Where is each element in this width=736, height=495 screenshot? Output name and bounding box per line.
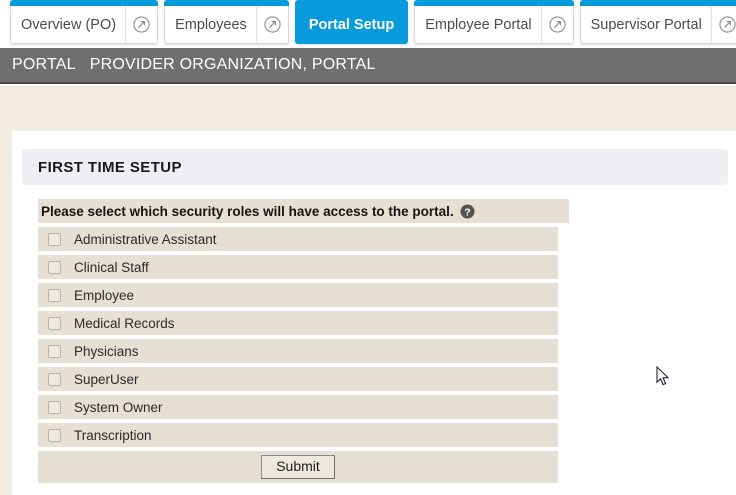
prompt-label: Please select which security roles will … <box>41 203 454 219</box>
role-label: Employee <box>74 287 135 303</box>
role-checkbox[interactable] <box>48 316 61 330</box>
page-title: FIRST TIME SETUP <box>38 158 182 176</box>
context-bar: PORTAL PROVIDER ORGANIZATION, PORTAL <box>0 48 736 84</box>
role-checkbox[interactable] <box>48 288 61 302</box>
role-row-medical-records[interactable]: Medical Records <box>38 311 558 335</box>
submit-row: Submit <box>38 451 558 483</box>
role-checkbox[interactable] <box>48 428 61 442</box>
role-row-transcription[interactable]: Transcription <box>38 423 558 447</box>
role-row-physicians[interactable]: Physicians <box>38 339 558 363</box>
role-row-clinical-staff[interactable]: Clinical Staff <box>38 255 558 279</box>
tab-supervisor-portal[interactable]: Supervisor Portal <box>579 0 736 44</box>
role-label: Transcription <box>74 427 152 443</box>
role-label: Clinical Staff <box>74 259 149 275</box>
role-label: Physicians <box>74 343 139 359</box>
tab-overview-po[interactable]: Overview (PO) <box>10 0 159 44</box>
page-left-strip <box>0 131 12 495</box>
submit-button[interactable]: Submit <box>261 454 335 480</box>
svg-text:?: ? <box>464 206 470 218</box>
role-label: SuperUser <box>74 371 139 387</box>
security-roles-form: Please select which security roles will … <box>38 199 569 483</box>
content-panel: FIRST TIME SETUP Please select which sec… <box>12 131 736 495</box>
prompt-row: Please select which security roles will … <box>38 199 569 223</box>
page-top-band <box>0 86 736 131</box>
tab-label: Employees <box>175 16 247 33</box>
role-row-employee[interactable]: Employee <box>38 283 558 307</box>
section-header: FIRST TIME SETUP <box>22 149 728 185</box>
role-checkbox[interactable] <box>48 232 61 246</box>
external-link-icon[interactable] <box>710 6 736 43</box>
context-entity-label: PROVIDER ORGANIZATION, PORTAL <box>89 56 376 73</box>
tab-label: Employee Portal <box>425 16 532 33</box>
role-label: Medical Records <box>74 315 175 331</box>
tab-label: Supervisor Portal <box>590 16 702 33</box>
role-row-administrative-assistant[interactable]: Administrative Assistant <box>38 227 558 251</box>
role-label: Administrative Assistant <box>74 231 217 247</box>
role-row-system-owner[interactable]: System Owner <box>38 395 558 419</box>
role-checkbox[interactable] <box>48 400 61 414</box>
tab-label: Overview (PO) <box>21 16 117 33</box>
external-link-icon[interactable] <box>540 6 573 43</box>
context-module-label: PORTAL <box>12 56 76 73</box>
role-row-superuser[interactable]: SuperUser <box>38 367 558 391</box>
role-checkbox[interactable] <box>48 372 61 386</box>
help-circle-icon[interactable]: ? <box>460 204 475 219</box>
tab-bar: Overview (PO) Employees Portal Setup Emp… <box>0 0 736 48</box>
external-link-icon[interactable] <box>125 6 157 43</box>
tab-employees[interactable]: Employees <box>164 0 289 44</box>
role-checkbox[interactable] <box>48 260 61 274</box>
tab-label: Portal Setup <box>308 16 395 33</box>
external-link-icon[interactable] <box>255 6 288 43</box>
role-label: System Owner <box>74 399 163 415</box>
tab-portal-setup[interactable]: Portal Setup <box>294 0 409 44</box>
tab-employee-portal[interactable]: Employee Portal <box>414 0 575 44</box>
role-checkbox[interactable] <box>48 344 61 358</box>
